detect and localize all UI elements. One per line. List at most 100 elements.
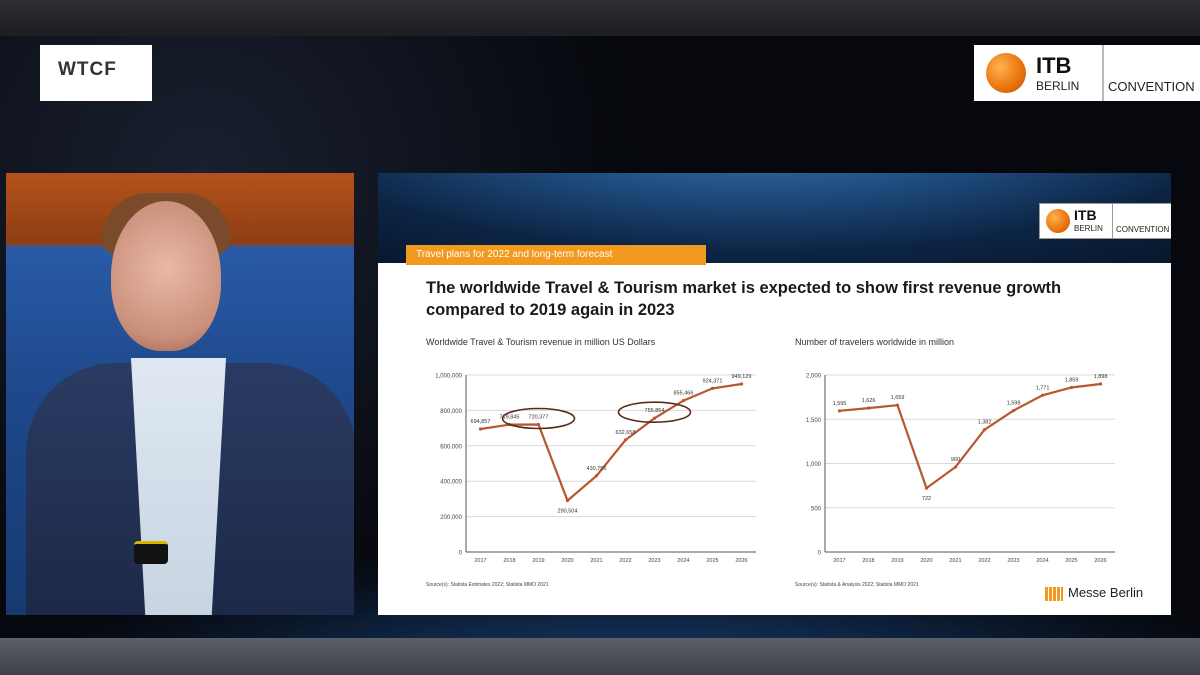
x-tick-label: 2019 — [891, 558, 903, 564]
data-label: 949,129 — [732, 374, 752, 380]
travelers-chart: 0 500 1,000 1,500 2,000 2017 2018 2019 2020 2021 2… — [806, 374, 1115, 564]
data-label: 1,595 — [833, 401, 847, 407]
y-tick-label: 1,500 — [806, 418, 822, 424]
x-tick-label: 2017 — [474, 558, 486, 564]
data-label: 632,658 — [616, 430, 636, 436]
data-label: 1,382 — [978, 420, 992, 426]
presentation-slide: ITB BERLIN CONVENTION Travel plans for 2… — [378, 173, 1171, 615]
x-tick-label: 2020 — [561, 558, 573, 564]
slide-headline: The worldwide Travel & Tourism market is… — [426, 279, 1062, 319]
x-tick-label: 2019 — [532, 558, 544, 564]
data-label: 290,504 — [558, 509, 578, 515]
x-tick-label: 2025 — [1065, 558, 1077, 564]
y-tick-label: 200,000 — [440, 515, 462, 521]
x-tick-label: 2020 — [920, 558, 932, 564]
data-point — [866, 406, 871, 410]
data-label: 924,371 — [703, 378, 723, 384]
revenue-chart-source: Source(s): Statista Estimates 2022; Stat… — [426, 582, 549, 588]
slide-logo-convention: CONVENTION — [1116, 225, 1170, 234]
data-point — [924, 486, 929, 490]
travelers-chart-title: Number of travelers worldwide in million — [795, 337, 955, 347]
x-tick-label: 2026 — [735, 558, 747, 564]
slide-logo-divider — [1112, 204, 1113, 238]
globe-icon — [1046, 209, 1070, 233]
messe-berlin-mark — [1045, 587, 1063, 601]
data-label: 1,771 — [1036, 385, 1050, 391]
x-tick-label: 2024 — [1036, 558, 1048, 564]
data-point — [895, 403, 900, 407]
itb-logo-convention: CONVENTION — [1108, 79, 1195, 94]
x-tick-label: 2018 — [862, 558, 874, 564]
data-label: 1,659 — [891, 395, 905, 401]
data-point — [565, 498, 570, 503]
data-label: 1,626 — [862, 398, 876, 404]
data-point — [623, 438, 628, 442]
data-label: 1,898 — [1094, 374, 1108, 380]
data-label: 720,377 — [529, 414, 549, 420]
data-label: 1,859 — [1065, 377, 1079, 383]
x-tick-label: 2018 — [503, 558, 515, 564]
x-tick-label: 2021 — [590, 558, 602, 564]
speaker-shirt — [131, 358, 226, 615]
slide-logo-title: ITB — [1074, 207, 1097, 223]
data-label: 755,854 — [645, 408, 665, 414]
bottom-letterbox — [0, 638, 1200, 675]
highlight-circle — [501, 407, 576, 430]
messe-berlin-label: Messe Berlin — [1068, 585, 1144, 600]
data-point — [953, 465, 958, 469]
y-tick-label: 500 — [811, 506, 822, 512]
globe-icon — [986, 53, 1026, 93]
itb-berlin-logo: ITB BERLIN CONVENTION — [974, 45, 1200, 101]
y-tick-label: 0 — [459, 551, 463, 557]
y-tick-label: 1,000,000 — [435, 374, 462, 380]
y-tick-label: 2,000 — [806, 374, 822, 380]
itb-logo-sub: BERLIN — [1036, 79, 1080, 93]
data-point — [1098, 382, 1103, 386]
x-tick-label: 2022 — [619, 558, 631, 564]
series-line — [480, 382, 742, 503]
highlight-circle — [617, 401, 692, 424]
slide-itb-logo: ITB BERLIN CONVENTION — [1039, 203, 1171, 239]
series-line — [839, 382, 1101, 490]
data-point — [837, 409, 842, 413]
data-label: 722 — [922, 496, 931, 502]
x-tick-label: 2023 — [648, 558, 660, 564]
y-tick-label: 600,000 — [440, 444, 462, 450]
x-tick-label: 2017 — [833, 558, 845, 564]
x-tick-label: 2024 — [677, 558, 689, 564]
revenue-chart-title: Worldwide Travel & Tourism revenue in mi… — [426, 337, 656, 347]
x-tick-label: 2021 — [949, 558, 961, 564]
x-tick-label: 2022 — [978, 558, 990, 564]
wtcf-logo-text: WTCF — [58, 59, 117, 80]
speaker-head — [111, 201, 221, 351]
x-tick-label: 2026 — [1094, 558, 1106, 564]
data-point — [1069, 385, 1074, 390]
y-tick-label: 800,000 — [440, 409, 462, 415]
data-point — [739, 382, 744, 386]
revenue-chart: 0 200,000 400,000 600,000 800,000 1,000,000 20… — [435, 374, 756, 564]
y-tick-label: 1,000 — [806, 462, 822, 468]
data-point — [594, 474, 599, 478]
data-point — [681, 398, 686, 403]
data-point — [478, 427, 483, 431]
data-label: 855,466 — [674, 391, 694, 397]
speaker-video — [6, 173, 354, 615]
presenter-remote — [134, 541, 168, 564]
travelers-chart-source: Source(s): Statista & Analysis 2022; Sta… — [795, 582, 919, 588]
logo-divider — [1102, 45, 1104, 101]
data-point — [1011, 408, 1016, 413]
data-point — [1040, 393, 1045, 397]
data-label: 719,845 — [500, 415, 520, 421]
data-point — [710, 386, 715, 390]
y-tick-label: 0 — [818, 551, 822, 557]
data-point — [652, 416, 657, 420]
slide-logo-sub: BERLIN — [1074, 224, 1103, 233]
data-label: 1,598 — [1007, 401, 1021, 407]
y-tick-label: 400,000 — [440, 480, 462, 486]
data-label: 430,755 — [587, 466, 607, 472]
x-tick-label: 2025 — [706, 558, 718, 564]
data-point — [982, 428, 987, 432]
itb-logo-title: ITB — [1036, 53, 1072, 78]
wtcf-logo: WTCF — [40, 45, 152, 101]
data-label: 960 — [951, 457, 960, 463]
